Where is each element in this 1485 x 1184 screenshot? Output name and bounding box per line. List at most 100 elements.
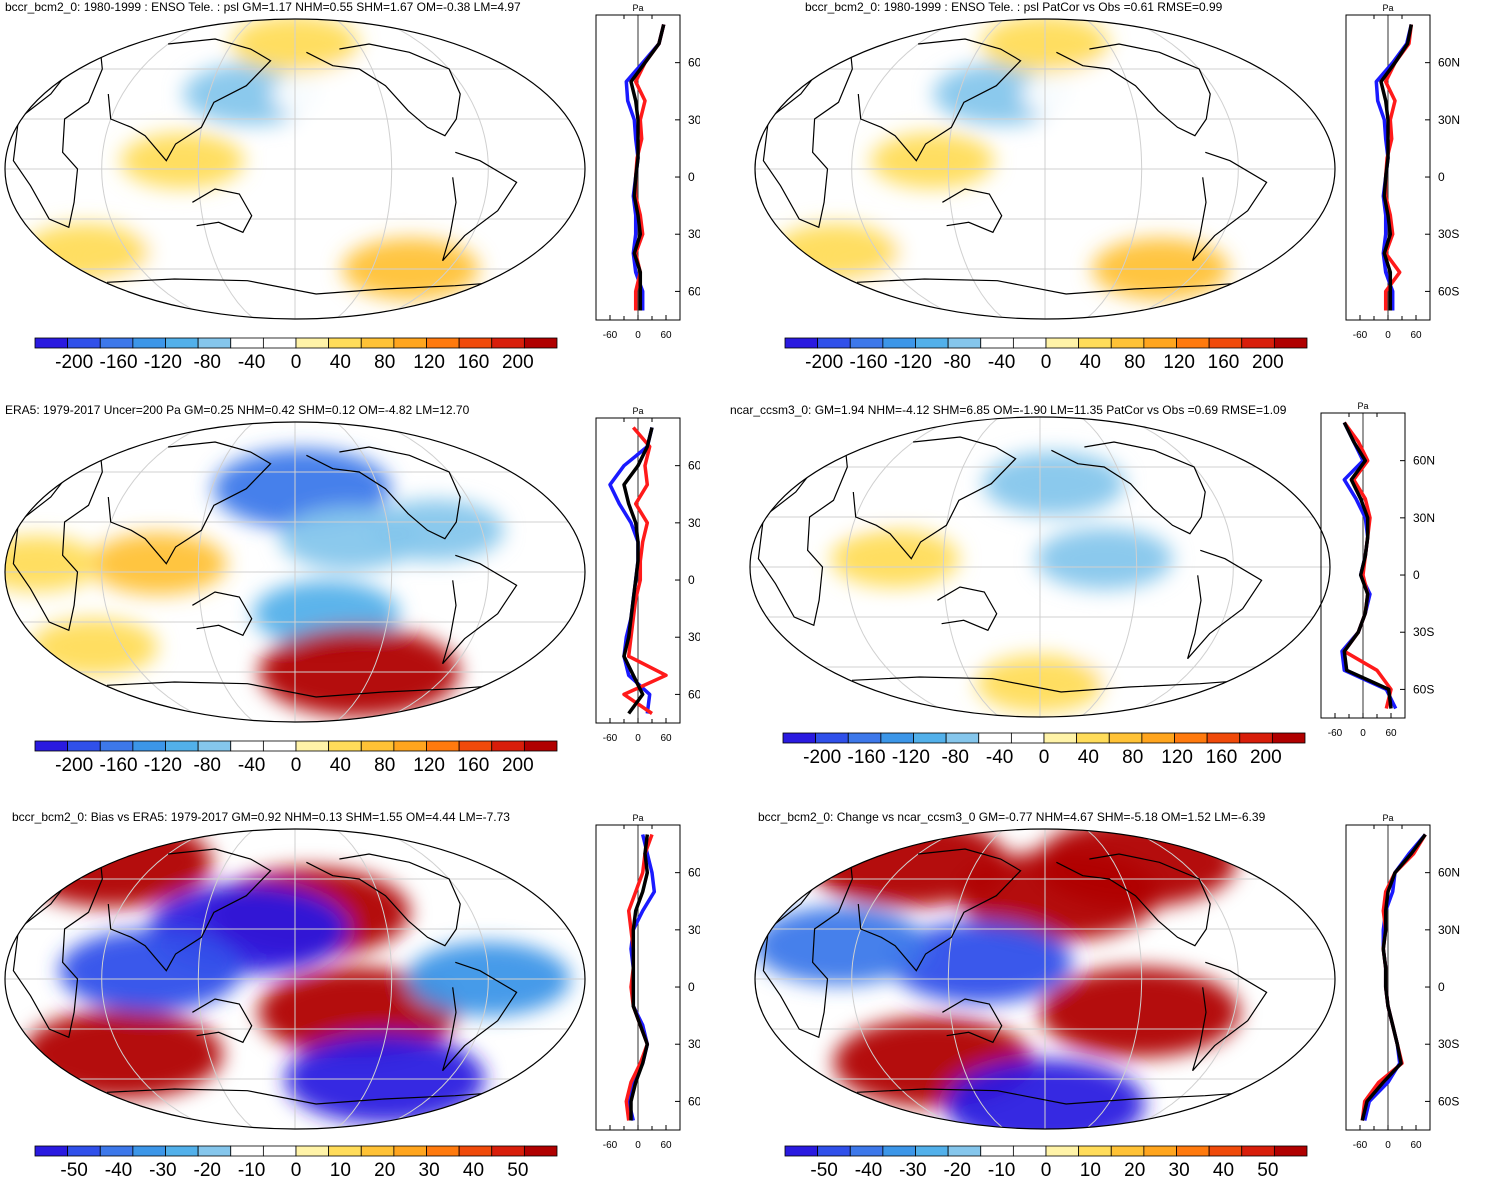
colorbar-tick-label: -30 <box>149 1160 176 1181</box>
zonal-line-black <box>622 427 654 715</box>
colorbar-tick-label: -120 <box>894 352 932 373</box>
colorbar-tick-label: -80 <box>944 352 971 373</box>
coastline <box>852 436 1017 560</box>
colorbar-tick-label: 10 <box>330 1160 351 1181</box>
latitude-tick-label: 30N <box>1413 511 1435 525</box>
robinson-map <box>4 421 586 723</box>
colorbar-tick-label: 0 <box>1041 1160 1052 1181</box>
coastline <box>856 278 1251 295</box>
anomaly-region <box>1021 64 1155 124</box>
colorbar-tick-label: 40 <box>1078 747 1099 768</box>
colorbar-swatch <box>197 337 232 349</box>
colorbar-swatch <box>197 740 232 752</box>
coastline <box>107 848 272 972</box>
colorbar-swatch <box>132 337 166 349</box>
panel-title: bccr_bcm2_0: 1980-1999 : ENSO Tele. : ps… <box>805 0 1223 14</box>
longitude-line <box>1085 19 1143 319</box>
colorbar-swatch <box>491 337 525 349</box>
colorbar-swatch <box>165 740 199 752</box>
latitude-tick-label: 60N <box>1413 454 1435 468</box>
longitude-line <box>335 422 393 722</box>
colorbar: -200 -160 -120 -80 -40 0 40 80 120 160 200 <box>782 732 1306 768</box>
anomaly-region <box>258 967 459 1058</box>
colorbar-tick-label: -40 <box>855 1160 882 1181</box>
colorbar-swatch <box>1271 732 1306 744</box>
colorbar-tick-label: -40 <box>238 755 265 776</box>
colorbar-swatch <box>947 1145 982 1157</box>
colorbar-swatch <box>99 740 134 752</box>
zonal-line-blue <box>624 24 666 311</box>
colorbar: -50 -40 -30 -20 -10 0 10 20 30 40 50 <box>34 1145 558 1181</box>
colorbar-tick-label: 0 <box>1039 747 1050 768</box>
longitude-line <box>197 19 255 319</box>
latitude-tick-label: 30S <box>1413 625 1434 639</box>
colorbar-swatch <box>1045 337 1080 349</box>
colorbar-tick-label: -80 <box>194 352 221 373</box>
colorbar-swatch <box>230 740 264 752</box>
x-tick-label: 60 <box>1410 330 1422 341</box>
x-tick-label: 60 <box>660 330 672 341</box>
coastline <box>192 998 253 1044</box>
colorbar-swatch <box>784 337 819 349</box>
colorbar-tick-label: 160 <box>1208 352 1240 373</box>
latitude-tick-label: 60N <box>688 56 700 70</box>
colorbar-tick-label: -40 <box>105 1160 132 1181</box>
colorbar-tick-label: -50 <box>60 1160 87 1181</box>
latitude-tick-label: 0 <box>1438 980 1445 994</box>
latitude-tick-label: 60S <box>688 284 700 298</box>
longitude-line <box>851 829 964 1129</box>
coastline <box>192 188 253 234</box>
colorbar-swatch <box>393 740 427 752</box>
longitude-line <box>335 829 393 1129</box>
colorbar-tick-label: -20 <box>944 1160 971 1181</box>
colorbar-swatch <box>426 740 460 752</box>
colorbar-swatch <box>817 337 851 349</box>
colorbar-swatch <box>360 740 395 752</box>
colorbar-tick-label: 40 <box>463 1160 484 1181</box>
anomaly-region <box>870 132 995 189</box>
zonal-mean-plot: Pa 60N 30N 0 30S 60S -60 0 60 <box>595 813 700 1151</box>
colorbar-swatch <box>230 337 264 349</box>
colorbar-swatch <box>1143 1145 1177 1157</box>
colorbar-tick-label: 80 <box>374 755 395 776</box>
anomaly-region <box>309 130 442 191</box>
coastline <box>306 43 461 137</box>
coastline <box>192 591 253 637</box>
colorbar-tick-label: 200 <box>1250 747 1282 768</box>
latitude-tick-label: 60N <box>688 866 700 880</box>
colorbar-tick-label: 160 <box>1206 747 1238 768</box>
latitude-tick-label: 0 <box>688 573 695 587</box>
map-outline <box>4 18 586 320</box>
colorbar-tick-label: 0 <box>291 755 302 776</box>
colorbar-swatch <box>491 1145 525 1157</box>
colorbar-tick-label: -40 <box>988 352 1015 373</box>
colorbar-swatch <box>67 337 101 349</box>
coastline <box>857 848 1022 972</box>
coastline <box>306 446 461 540</box>
colorbar: -200 -160 -120 -80 -40 0 40 80 120 160 200 <box>34 740 558 776</box>
anomaly-region <box>1059 130 1192 191</box>
colorbar-tick-label: 120 <box>1163 352 1195 373</box>
colorbar-swatch <box>360 337 395 349</box>
colorbar-swatch <box>67 1145 101 1157</box>
colorbar-tick-label: -40 <box>986 747 1013 768</box>
colorbar-swatch <box>1110 337 1145 349</box>
colorbar-tick-label: -50 <box>810 1160 837 1181</box>
colorbar-tick-label: -160 <box>100 352 138 373</box>
coastline <box>942 188 1003 234</box>
colorbar-swatch <box>262 1145 297 1157</box>
coastline <box>442 961 518 1072</box>
unit-label: Pa <box>1382 813 1393 823</box>
x-tick-label: 60 <box>660 733 672 744</box>
colorbar-swatch <box>1012 1145 1047 1157</box>
colorbar-tick-label: -30 <box>899 1160 926 1181</box>
unit-label: Pa <box>632 406 643 416</box>
coastline <box>106 1088 501 1105</box>
colorbar-tick-label: -200 <box>55 755 93 776</box>
colorbar: -50 -40 -30 -20 -10 0 10 20 30 40 50 <box>784 1145 1308 1181</box>
coastline <box>1187 549 1263 660</box>
colorbar-tick-label: 120 <box>413 755 445 776</box>
anomaly-region <box>120 132 245 189</box>
map-outline <box>749 416 1331 718</box>
colorbar-swatch <box>947 337 982 349</box>
